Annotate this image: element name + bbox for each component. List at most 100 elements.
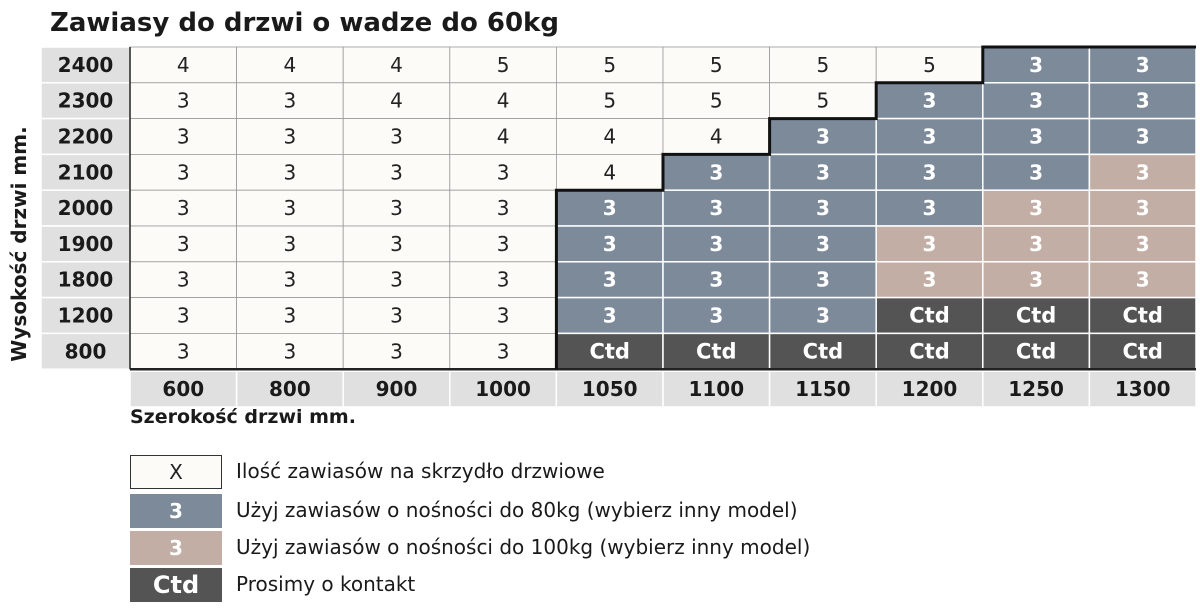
table-cell-value: 3 bbox=[497, 232, 510, 256]
table-cell-value: 3 bbox=[603, 232, 617, 256]
table-cell-value: 3 bbox=[816, 268, 830, 292]
table-cell-value: 3 bbox=[1029, 53, 1043, 77]
table-cell bbox=[342, 261, 451, 298]
table-cell-value: Ctd bbox=[909, 304, 949, 328]
table-cell bbox=[662, 46, 770, 84]
table-cell-value: 4 bbox=[497, 125, 510, 149]
table-cell-value: 3 bbox=[284, 339, 297, 363]
table-cell-value: 3 bbox=[497, 160, 510, 184]
table-cell bbox=[1088, 261, 1197, 299]
table-cell-value: 3 bbox=[284, 125, 297, 149]
x-axis-label: Szerokość drzwi mm. bbox=[130, 406, 356, 428]
table-cell-value: 3 bbox=[603, 196, 617, 220]
table-cell bbox=[1088, 82, 1197, 120]
table-cell bbox=[875, 46, 984, 84]
table-cell bbox=[236, 153, 344, 191]
table-cell bbox=[662, 261, 771, 299]
legend-swatch-pink: 3 bbox=[130, 531, 222, 565]
row-header-label: 1200 bbox=[58, 304, 114, 328]
table-cell-value: 3 bbox=[1136, 268, 1150, 292]
column-header-label: 600 bbox=[162, 377, 204, 401]
table-cell-value: 4 bbox=[603, 125, 616, 149]
table-cell bbox=[875, 332, 984, 370]
table-cell bbox=[875, 296, 984, 335]
column-header-cell bbox=[768, 370, 877, 408]
table-cell bbox=[662, 189, 771, 227]
table-cell bbox=[768, 332, 877, 370]
table-cell-value: 3 bbox=[816, 196, 830, 220]
table-cell bbox=[556, 46, 664, 84]
table-cell-value: 3 bbox=[923, 232, 937, 256]
table-cell bbox=[982, 46, 1091, 84]
table-cell-value: 3 bbox=[284, 89, 297, 113]
table-cell bbox=[342, 297, 451, 334]
table-cell bbox=[236, 332, 344, 370]
table-cell-value: 4 bbox=[497, 89, 510, 113]
table-cell-value: 3 bbox=[923, 89, 937, 113]
table-cell-value: 3 bbox=[177, 89, 190, 113]
table-cell bbox=[449, 261, 557, 298]
table-cell-value: 4 bbox=[390, 53, 403, 77]
table-cell-value: 5 bbox=[710, 89, 723, 113]
table-cell-value: 4 bbox=[284, 53, 297, 77]
table-cell-value: 3 bbox=[709, 268, 723, 292]
table-cell-value: 3 bbox=[390, 339, 403, 363]
table-cell-value: 3 bbox=[390, 304, 403, 328]
table-cell bbox=[342, 153, 451, 191]
table-cell-value: 3 bbox=[497, 196, 510, 220]
column-header-cell bbox=[1088, 370, 1197, 408]
chart-title: Zawiasy do drzwi o wadze do 60kg bbox=[50, 8, 559, 38]
table-cell-value: 5 bbox=[923, 53, 936, 77]
table-cell-value: 3 bbox=[1136, 232, 1150, 256]
column-header-cell bbox=[982, 370, 1091, 408]
table-cell-value: 3 bbox=[1029, 196, 1043, 220]
table-cell-value: Ctd bbox=[589, 339, 629, 363]
table-cell-value: 5 bbox=[710, 53, 723, 77]
table-cell bbox=[1088, 296, 1197, 335]
table-cell-value: 3 bbox=[1136, 125, 1150, 149]
table-cell bbox=[1088, 189, 1197, 227]
table-cell-value: 3 bbox=[816, 304, 830, 328]
table-cell-value: 3 bbox=[284, 232, 297, 256]
table-cell-value: 3 bbox=[1136, 160, 1150, 184]
table-cell-value: 4 bbox=[603, 160, 616, 184]
table-cell bbox=[555, 225, 664, 263]
table-cell-value: 3 bbox=[497, 304, 510, 328]
row-header-cell bbox=[40, 46, 131, 84]
table-cell-value: 5 bbox=[603, 53, 616, 77]
legend-text-count: Ilość zawiasów na skrzydło drzwiowe bbox=[236, 459, 605, 483]
table-cell bbox=[449, 82, 557, 120]
table-cell-value: 3 bbox=[497, 268, 510, 292]
table-cell bbox=[662, 296, 771, 335]
legend-text-contact: Prosimy o kontakt bbox=[236, 572, 416, 596]
table-cell-value: 3 bbox=[709, 232, 723, 256]
table-cell-value: 3 bbox=[816, 232, 830, 256]
column-header-cell bbox=[555, 370, 664, 408]
table-cell-value: 3 bbox=[923, 268, 937, 292]
table-cell-value: 3 bbox=[284, 196, 297, 220]
row-header-label: 2300 bbox=[58, 89, 114, 113]
table-cell-value: 3 bbox=[177, 160, 190, 184]
table-cell bbox=[555, 332, 664, 370]
table-cell-value: 3 bbox=[1136, 196, 1150, 220]
table-cell-value: 3 bbox=[177, 125, 190, 149]
table-cell bbox=[769, 46, 877, 84]
table-cell-value: 3 bbox=[1029, 160, 1043, 184]
column-header-label: 1300 bbox=[1115, 377, 1171, 401]
table-cell bbox=[875, 117, 984, 156]
row-header-label: 2100 bbox=[58, 160, 114, 184]
table-cell-value: 3 bbox=[284, 304, 297, 328]
table-cell bbox=[236, 189, 344, 227]
table-cell-value: 3 bbox=[390, 196, 403, 220]
table-cell-value: 3 bbox=[177, 304, 190, 328]
table-cell-value: 3 bbox=[1029, 125, 1043, 149]
legend-swatch-dark: Ctd bbox=[130, 568, 222, 602]
table-cell-value: 3 bbox=[816, 125, 830, 149]
table-cell bbox=[769, 82, 877, 120]
row-header-label: 2000 bbox=[58, 196, 114, 220]
table-cell bbox=[768, 261, 877, 299]
table-cell-value: 3 bbox=[177, 339, 190, 363]
table-cell-value: 3 bbox=[284, 268, 297, 292]
table-cell-value: 3 bbox=[390, 232, 403, 256]
column-header-cell bbox=[129, 370, 238, 408]
